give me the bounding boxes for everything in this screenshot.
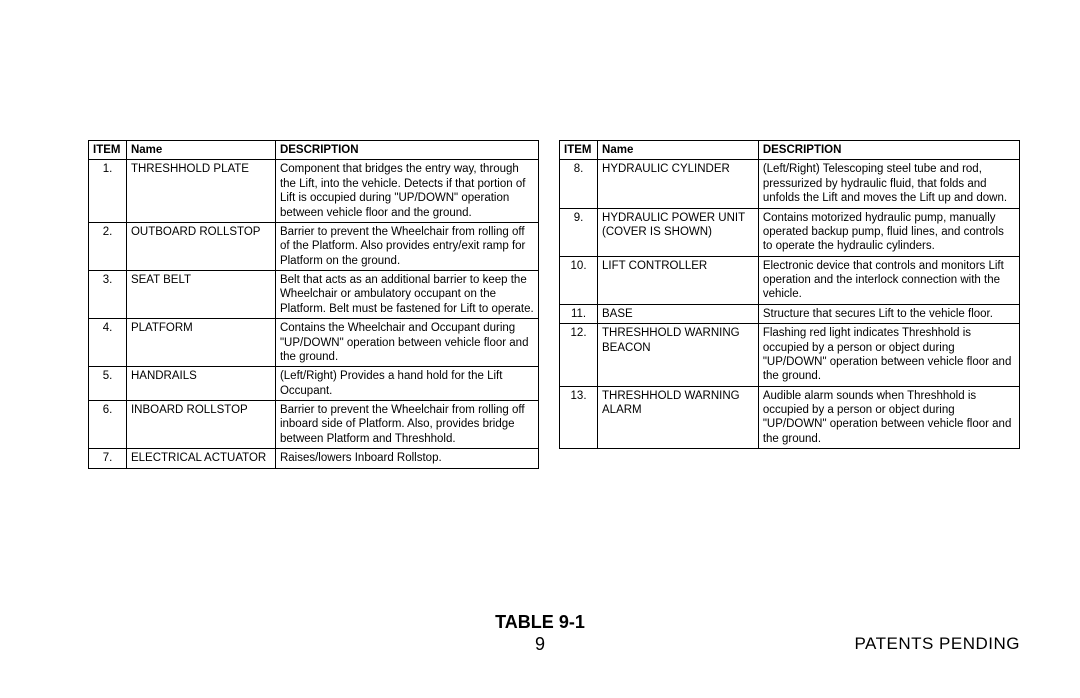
caption-number: 9-1 [559, 612, 585, 632]
table-row: 12. THRESHHOLD WARNING BEACON Flashing r… [560, 324, 1020, 387]
cell-name: HYDRAULIC POWER UNIT (COVER IS SHOWN) [598, 208, 759, 256]
patents-pending: PATENTS PENDING [854, 634, 1020, 654]
cell-description: Flashing red light indicates Threshhold … [758, 324, 1019, 387]
cell-description: Barrier to prevent the Wheelchair from r… [275, 401, 538, 449]
cell-item: 8. [560, 160, 598, 208]
cell-description: Barrier to prevent the Wheelchair from r… [275, 222, 538, 270]
header-name: Name [598, 141, 759, 160]
cell-description: (Left/Right) Telescoping steel tube and … [758, 160, 1019, 208]
cell-name: THRESHHOLD WARNING ALARM [598, 386, 759, 449]
cell-item: 4. [89, 319, 127, 367]
cell-name: HYDRAULIC CYLINDER [598, 160, 759, 208]
cell-name: LIFT CONTROLLER [598, 256, 759, 304]
table-header-row: ITEM Name DESCRIPTION [560, 141, 1020, 160]
cell-description: (Left/Right) Provides a hand hold for th… [275, 367, 538, 401]
cell-description: Belt that acts as an additional barrier … [275, 271, 538, 319]
cell-description: Electronic device that controls and moni… [758, 256, 1019, 304]
table-row: 5. HANDRAILS (Left/Right) Provides a han… [89, 367, 539, 401]
table-row: 4. PLATFORM Contains the Wheelchair and … [89, 319, 539, 367]
table-row: 6. INBOARD ROLLSTOP Barrier to prevent t… [89, 401, 539, 449]
cell-item: 12. [560, 324, 598, 387]
table-header-row: ITEM Name DESCRIPTION [89, 141, 539, 160]
cell-name: OUTBOARD ROLLSTOP [126, 222, 275, 270]
cell-description: Audible alarm sounds when Threshhold is … [758, 386, 1019, 449]
cell-name: THRESHHOLD PLATE [126, 160, 275, 223]
table-row: 7. ELECTRICAL ACTUATOR Raises/lowers Inb… [89, 449, 539, 468]
cell-name: ELECTRICAL ACTUATOR [126, 449, 275, 468]
header-item: ITEM [89, 141, 127, 160]
cell-description: Structure that secures Lift to the vehic… [758, 304, 1019, 323]
cell-item: 11. [560, 304, 598, 323]
cell-item: 10. [560, 256, 598, 304]
header-description: DESCRIPTION [275, 141, 538, 160]
table-row: 11. BASE Structure that secures Lift to … [560, 304, 1020, 323]
cell-item: 5. [89, 367, 127, 401]
cell-name: HANDRAILS [126, 367, 275, 401]
cell-name: INBOARD ROLLSTOP [126, 401, 275, 449]
cell-name: PLATFORM [126, 319, 275, 367]
components-table-right: ITEM Name DESCRIPTION 8. HYDRAULIC CYLIN… [559, 140, 1020, 449]
cell-description: Raises/lowers Inboard Rollstop. [275, 449, 538, 468]
page: ITEM Name DESCRIPTION 1. THRESHHOLD PLAT… [0, 0, 1080, 698]
tables-container: ITEM Name DESCRIPTION 1. THRESHHOLD PLAT… [0, 0, 1080, 469]
table-row: 10. LIFT CONTROLLER Electronic device th… [560, 256, 1020, 304]
cell-name: THRESHHOLD WARNING BEACON [598, 324, 759, 387]
caption-label: TABLE [495, 612, 554, 632]
cell-item: 1. [89, 160, 127, 223]
header-name: Name [126, 141, 275, 160]
cell-item: 13. [560, 386, 598, 449]
cell-item: 6. [89, 401, 127, 449]
cell-item: 3. [89, 271, 127, 319]
components-table-left: ITEM Name DESCRIPTION 1. THRESHHOLD PLAT… [88, 140, 539, 469]
cell-description: Contains the Wheelchair and Occupant dur… [275, 319, 538, 367]
cell-name: BASE [598, 304, 759, 323]
cell-item: 7. [89, 449, 127, 468]
table-row: 3. SEAT BELT Belt that acts as an additi… [89, 271, 539, 319]
table-row: 2. OUTBOARD ROLLSTOP Barrier to prevent … [89, 222, 539, 270]
table-caption: TABLE 9-1 [0, 612, 1080, 633]
table-row: 9. HYDRAULIC POWER UNIT (COVER IS SHOWN)… [560, 208, 1020, 256]
table-row: 13. THRESHHOLD WARNING ALARM Audible ala… [560, 386, 1020, 449]
cell-description: Contains motorized hydraulic pump, manua… [758, 208, 1019, 256]
cell-item: 9. [560, 208, 598, 256]
header-item: ITEM [560, 141, 598, 160]
cell-item: 2. [89, 222, 127, 270]
cell-name: SEAT BELT [126, 271, 275, 319]
table-row: 1. THRESHHOLD PLATE Component that bridg… [89, 160, 539, 223]
header-description: DESCRIPTION [758, 141, 1019, 160]
cell-description: Component that bridges the entry way, th… [275, 160, 538, 223]
table-row: 8. HYDRAULIC CYLINDER (Left/Right) Teles… [560, 160, 1020, 208]
